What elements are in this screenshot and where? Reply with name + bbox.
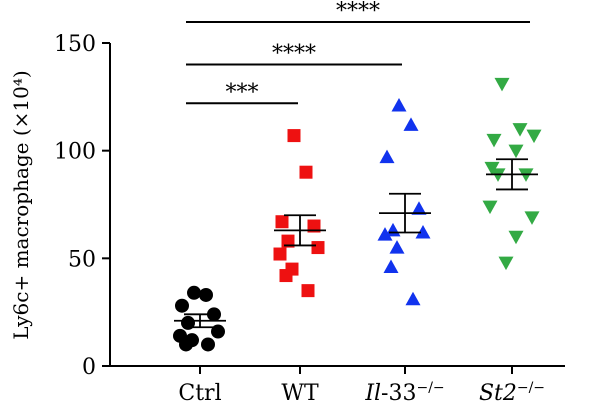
data-point: [281, 234, 295, 248]
data-point: [403, 117, 419, 131]
data-point: [379, 149, 395, 164]
data-points: [173, 77, 542, 352]
x-tick-label: Ctrl: [178, 381, 221, 406]
data-point: [377, 227, 393, 241]
y-tick-label: 50: [68, 247, 96, 272]
x-tick-label: Il-33−/−: [364, 380, 444, 406]
data-point: [287, 129, 301, 143]
data-point: [524, 211, 540, 225]
significance-label: ****: [272, 42, 316, 67]
data-point: [526, 129, 542, 144]
data-point: [187, 285, 201, 300]
data-point: [279, 269, 293, 283]
data-point: [508, 230, 524, 245]
data-point: [512, 123, 528, 137]
data-point: [486, 133, 502, 148]
data-point: [311, 241, 325, 255]
data-point: [275, 215, 289, 229]
axes: 0 50 100 150 Ctrl WT Il-33−/− St2−/−: [54, 32, 565, 406]
significance-label: ****: [336, 0, 380, 24]
data-point: [307, 219, 321, 233]
data-point: [301, 284, 315, 298]
data-point: [201, 337, 215, 352]
y-tick-label: 0: [82, 355, 96, 380]
significance-brackets: ***********: [186, 0, 530, 105]
data-point: [199, 287, 213, 302]
data-point: [299, 165, 313, 179]
y-axis-title: Ly6c+ macrophage (×10⁴): [9, 70, 33, 339]
significance-label: ***: [226, 80, 259, 105]
data-point: [391, 97, 407, 112]
data-point: [482, 200, 498, 215]
data-point: [383, 259, 399, 273]
data-point: [415, 224, 431, 239]
data-point: [411, 201, 427, 215]
mean-sem-bars: [174, 158, 538, 329]
data-point: [273, 247, 287, 261]
data-point: [508, 144, 524, 159]
x-tick-label: St2−/−: [479, 380, 545, 406]
data-point: [498, 256, 514, 271]
y-tick-label: 150: [54, 32, 96, 57]
data-point: [389, 240, 405, 254]
data-point: [405, 291, 421, 306]
data-point: [175, 298, 189, 313]
y-tick-label: 100: [54, 140, 96, 165]
data-point: [494, 77, 510, 92]
data-point: [179, 337, 193, 352]
x-tick-label: WT: [281, 381, 319, 406]
